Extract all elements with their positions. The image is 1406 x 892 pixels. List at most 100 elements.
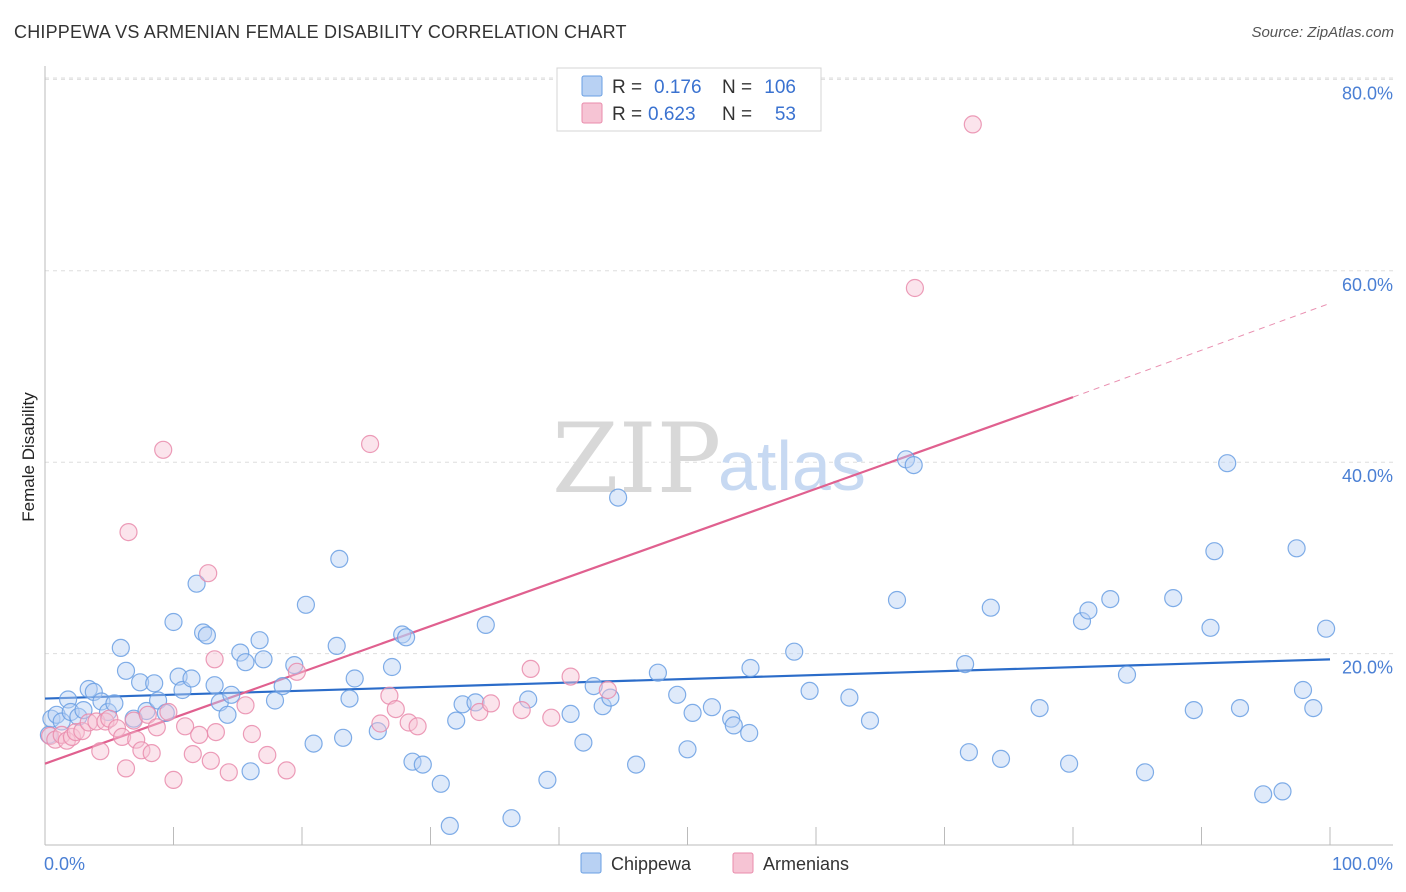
bottom-legend-swatch-armenians xyxy=(732,852,754,874)
chippewa-point-23 xyxy=(182,669,201,688)
chippewa-point-83 xyxy=(904,456,923,475)
chippewa-point-90 xyxy=(1072,611,1092,631)
chippewa-point-102 xyxy=(1273,782,1292,801)
armenian-point-9 xyxy=(91,742,110,761)
chippewa-point-88 xyxy=(1030,698,1049,718)
armenian-point-36 xyxy=(277,761,296,780)
armenian-point-19 xyxy=(138,705,157,724)
chippewa-point-56 xyxy=(466,693,485,712)
armenian-point-12 xyxy=(107,719,127,738)
chippewa-point-47 xyxy=(382,657,402,677)
y-axis-title: Female Disability xyxy=(19,392,38,522)
chippewa-point-104 xyxy=(1293,680,1313,700)
chippewa-point-106 xyxy=(1316,619,1336,638)
armenian-point-31 xyxy=(206,722,225,742)
chippewa-point-17 xyxy=(145,674,164,693)
legend-r-value-chippewa: 0.176 xyxy=(654,77,702,98)
chippewa-point-101 xyxy=(1254,785,1273,804)
chippewa-point-12 xyxy=(111,638,130,658)
chippewa-point-92 xyxy=(1101,589,1120,609)
legend-n-value-chippewa: 106 xyxy=(764,77,796,98)
chippewa-point-54 xyxy=(447,711,466,730)
chippewa-point-79 xyxy=(840,688,859,707)
armenian-point-15 xyxy=(119,522,138,542)
armenian-point-30 xyxy=(205,650,224,669)
armenian-point-23 xyxy=(159,702,178,722)
x-tick-label-1: 100.0% xyxy=(1332,854,1393,874)
chippewa-point-87 xyxy=(991,749,1011,769)
chippewa-point-68 xyxy=(648,663,668,682)
chippewa-point-35 xyxy=(254,650,273,669)
armenian-point-49 xyxy=(561,667,580,686)
armenian-point-21 xyxy=(147,718,166,737)
armenian-point-28 xyxy=(201,751,220,770)
legend-n-label-chippewa: N = xyxy=(722,77,752,98)
chippewa-point-95 xyxy=(1164,588,1183,608)
chippewa-point-75 xyxy=(740,723,759,743)
chippewa-point-7 xyxy=(79,679,98,699)
chippewa-point-39 xyxy=(296,595,315,614)
armenian-point-38 xyxy=(361,434,380,454)
chippewa-point-70 xyxy=(678,740,697,759)
armenian-point-29 xyxy=(199,564,218,583)
legend-n-label-armenians: N = xyxy=(722,104,752,125)
bottom-legend-swatch-chippewa xyxy=(580,852,602,874)
chippewa-point-61 xyxy=(561,704,580,724)
chippewa-trend-line xyxy=(44,658,1331,700)
armenian-point-34 xyxy=(242,724,261,744)
chippewa-point-98 xyxy=(1205,542,1224,561)
armenian-point-41 xyxy=(386,699,405,719)
bottom-legend: Chippewa Armenians xyxy=(580,852,849,874)
chippewa-point-59 xyxy=(519,690,538,709)
chippewa-point-81 xyxy=(887,590,907,610)
legend-box: R = 0.176 N = 106 R = 0.623 N = 53 xyxy=(556,67,822,132)
chippewa-point-84 xyxy=(955,654,975,674)
trend-lines xyxy=(44,302,1331,765)
chippewa-point-30 xyxy=(222,685,241,704)
y-tick-label-3: 80.0% xyxy=(1342,83,1393,103)
armenian-point-26 xyxy=(183,744,202,764)
chippewa-point-51 xyxy=(413,755,432,774)
watermark: ZIP atlas xyxy=(552,403,866,515)
chippewa-point-76 xyxy=(741,658,760,678)
x-tick-label-0: 0.0% xyxy=(44,854,85,874)
chippewa-point-94 xyxy=(1135,763,1155,782)
chippewa-point-20 xyxy=(164,612,183,632)
legend-n-value-armenians: 53 xyxy=(775,104,796,125)
chippewa-point-71 xyxy=(683,703,702,723)
bottom-legend-label-chippewa: Chippewa xyxy=(611,854,692,874)
chippewa-point-41 xyxy=(327,636,346,656)
legend-r-label-chippewa: R = xyxy=(612,77,642,98)
armenian-point-47 xyxy=(521,659,540,679)
chippewa-point-52 xyxy=(431,774,450,793)
tick-labels: 20.0% 40.0% 60.0% 80.0% 0.0% 100.0% xyxy=(44,83,1393,874)
chippewa-point-93 xyxy=(1117,665,1137,684)
chippewa-point-96 xyxy=(1184,700,1203,720)
chippewa-point-31 xyxy=(231,643,250,662)
legend-r-value-armenians: 0.623 xyxy=(648,104,696,125)
chippewa-point-53 xyxy=(440,816,459,836)
source-label: Source: ZipAtlas.com xyxy=(1251,24,1394,41)
chippewa-point-57 xyxy=(476,615,495,635)
chippewa-point-50 xyxy=(403,752,422,771)
chippewa-point-69 xyxy=(668,685,687,704)
armenian-point-22 xyxy=(154,440,173,459)
chippewa-point-66 xyxy=(608,488,628,507)
armenian-point-43 xyxy=(408,717,427,736)
chippewa-point-62 xyxy=(574,733,593,752)
chippewa-point-78 xyxy=(800,681,819,701)
chippewa-point-63 xyxy=(584,676,603,696)
chippewa-point-26 xyxy=(197,626,216,645)
armenians-trend-line xyxy=(44,396,1074,765)
chippewa-point-29 xyxy=(218,705,237,724)
grid xyxy=(45,77,1393,655)
chippewa-point-42 xyxy=(330,549,349,569)
chippewa-point-40 xyxy=(304,734,323,753)
chippewa-point-24 xyxy=(187,574,206,593)
chippewa-point-105 xyxy=(1304,698,1323,718)
armenian-point-45 xyxy=(481,694,500,713)
armenian-point-51 xyxy=(905,278,925,298)
armenian-point-17 xyxy=(127,730,146,749)
data-points xyxy=(39,115,1336,836)
